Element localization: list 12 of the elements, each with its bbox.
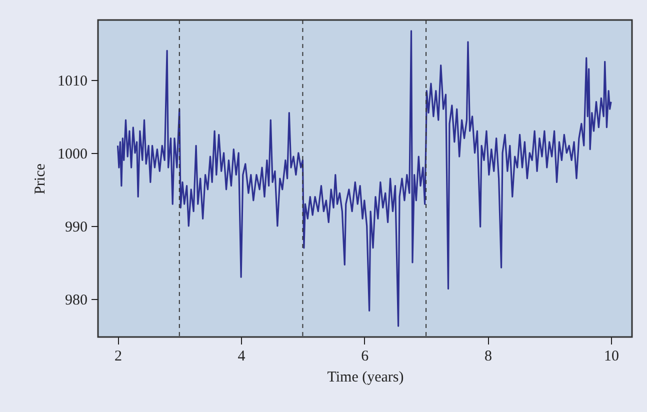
- x-tick-label: 2: [114, 348, 122, 364]
- y-tick-label: 980: [65, 292, 88, 309]
- y-tick-label: 1000: [58, 146, 88, 162]
- x-axis-title: Time (years): [327, 370, 404, 386]
- y-tick-label: 990: [65, 219, 88, 236]
- y-axis-title: Price: [32, 163, 48, 194]
- x-tick-label: 4: [238, 348, 246, 364]
- line-series: [116, 30, 612, 327]
- x-tick-label: 10: [604, 348, 620, 364]
- y-tick-label: 1010: [58, 73, 88, 90]
- x-tick-label: 6: [361, 348, 370, 364]
- x-tick-label: 8: [484, 348, 492, 364]
